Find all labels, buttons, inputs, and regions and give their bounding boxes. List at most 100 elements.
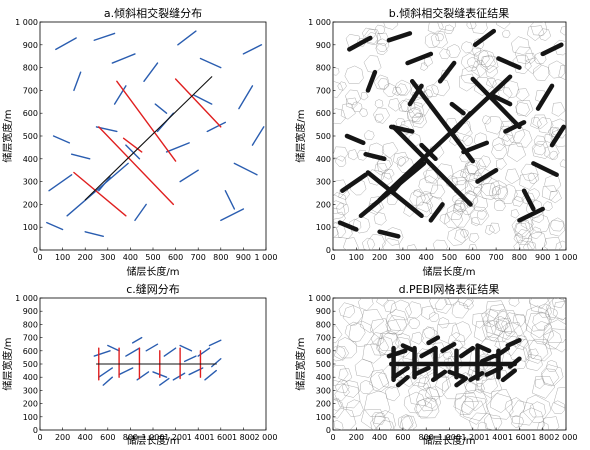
x-tick-label: 200 (372, 253, 387, 262)
mesh-cell (531, 376, 556, 399)
mesh-cell (537, 117, 554, 134)
mesh-cell (533, 143, 546, 156)
x-tick-label: 0 (330, 253, 335, 262)
mesh-cell (559, 159, 566, 168)
y-tick-label: 100 (23, 223, 38, 232)
mesh-cell (518, 407, 545, 430)
mesh-cell (342, 237, 360, 250)
x-tick-label: 1 600 (508, 433, 531, 442)
fracture-line (535, 83, 555, 111)
mesh-cell (496, 320, 508, 332)
fracture-line (242, 44, 263, 55)
x-tick-label: 400 (372, 433, 387, 442)
mesh-cell (335, 155, 347, 167)
fracture-line (48, 174, 73, 192)
mesh-cell (501, 312, 528, 338)
mesh-cell (444, 209, 463, 229)
mesh-cell (420, 327, 439, 346)
y-tick-label: 700 (23, 334, 38, 343)
mesh-cell (523, 241, 537, 250)
y-tick-label: 0 (326, 246, 331, 255)
mesh-cell (373, 410, 396, 430)
mesh-cell (515, 100, 534, 117)
y-tick-label: 800 (23, 64, 38, 73)
y-tick-label: 1 000 (15, 294, 38, 303)
mesh-cell (410, 351, 437, 377)
mesh-cell (425, 398, 437, 409)
mesh-cell (548, 219, 566, 237)
mesh-cell (358, 298, 374, 311)
mesh-cell (414, 399, 433, 418)
fracture-line (347, 35, 373, 52)
mesh-cell (533, 135, 546, 148)
fracture-line (93, 350, 111, 357)
mesh-cell (461, 41, 474, 54)
mesh-cell (403, 391, 426, 414)
chart-title: a.倾斜相交裂缝分布 (104, 6, 202, 20)
mesh-cell (464, 161, 479, 176)
mesh-cell (383, 300, 397, 313)
mesh-cell (528, 348, 539, 359)
fracture-line (192, 94, 213, 105)
mesh-cell (494, 199, 506, 211)
fracture-line (428, 202, 445, 223)
mesh-cell (549, 190, 562, 204)
fracture-line (145, 343, 159, 352)
mesh-cell (392, 87, 402, 97)
mesh-cell (467, 56, 479, 69)
mesh-cell (383, 83, 397, 97)
mesh-cell (342, 380, 360, 398)
mesh-cell (497, 184, 518, 204)
mesh-cell (515, 88, 530, 102)
fracture-line (143, 62, 159, 82)
mesh-cell (462, 135, 473, 146)
fracture-line (391, 124, 473, 207)
x-tick-label: 900 (236, 253, 251, 262)
mesh-cell (333, 192, 347, 210)
fracture-line (206, 121, 227, 133)
mesh-cell (391, 336, 413, 357)
x-tick-label: 200 (349, 433, 364, 442)
x-tick-label: 1 200 (164, 433, 187, 442)
mesh-cell (480, 56, 499, 74)
fracture-line (475, 167, 499, 184)
mesh-cell (451, 170, 468, 186)
mesh-cell (424, 386, 441, 402)
mesh-cell (416, 386, 441, 412)
mesh-cell (529, 401, 546, 418)
mesh-cell (551, 102, 566, 117)
y-tick-label: 300 (316, 386, 331, 395)
x-axis-label: 储层长度/m (126, 434, 179, 447)
x-tick-label: 300 (100, 253, 115, 262)
mesh-cell (434, 298, 453, 314)
mesh-cell (364, 390, 391, 417)
mesh-cell (380, 173, 393, 186)
x-tick-label: 1 000 (255, 253, 278, 262)
y-tick-label: 300 (316, 178, 331, 187)
mesh-cell (376, 420, 395, 430)
mesh-cell (370, 318, 392, 339)
mesh-cell (469, 206, 490, 226)
mesh-cell (459, 73, 477, 92)
mesh-cell (418, 175, 439, 195)
mesh-cell (512, 314, 527, 327)
mesh-cell (352, 216, 371, 234)
mesh-cell (401, 415, 418, 430)
fracture-line (437, 60, 457, 84)
y-tick-label: 500 (316, 132, 331, 141)
mesh-cell (451, 321, 472, 342)
mesh-cell (510, 209, 520, 219)
mesh-cell (508, 400, 537, 426)
y-tick-label: 900 (23, 41, 38, 50)
fracture-line (118, 367, 134, 376)
mesh-cell (338, 302, 355, 318)
mesh-cell (535, 378, 546, 389)
y-tick-label: 800 (316, 320, 331, 329)
panel-a: a.倾斜相交裂缝分布 0 100 200 300 400 500 600 700 800 900 1… (1, 6, 277, 278)
y-tick-label: 900 (23, 307, 38, 316)
mesh-cell (397, 100, 410, 112)
mesh-cell (484, 116, 505, 135)
mesh-cell (480, 378, 503, 399)
mesh-cell (477, 49, 496, 67)
mesh-cell (407, 107, 422, 122)
